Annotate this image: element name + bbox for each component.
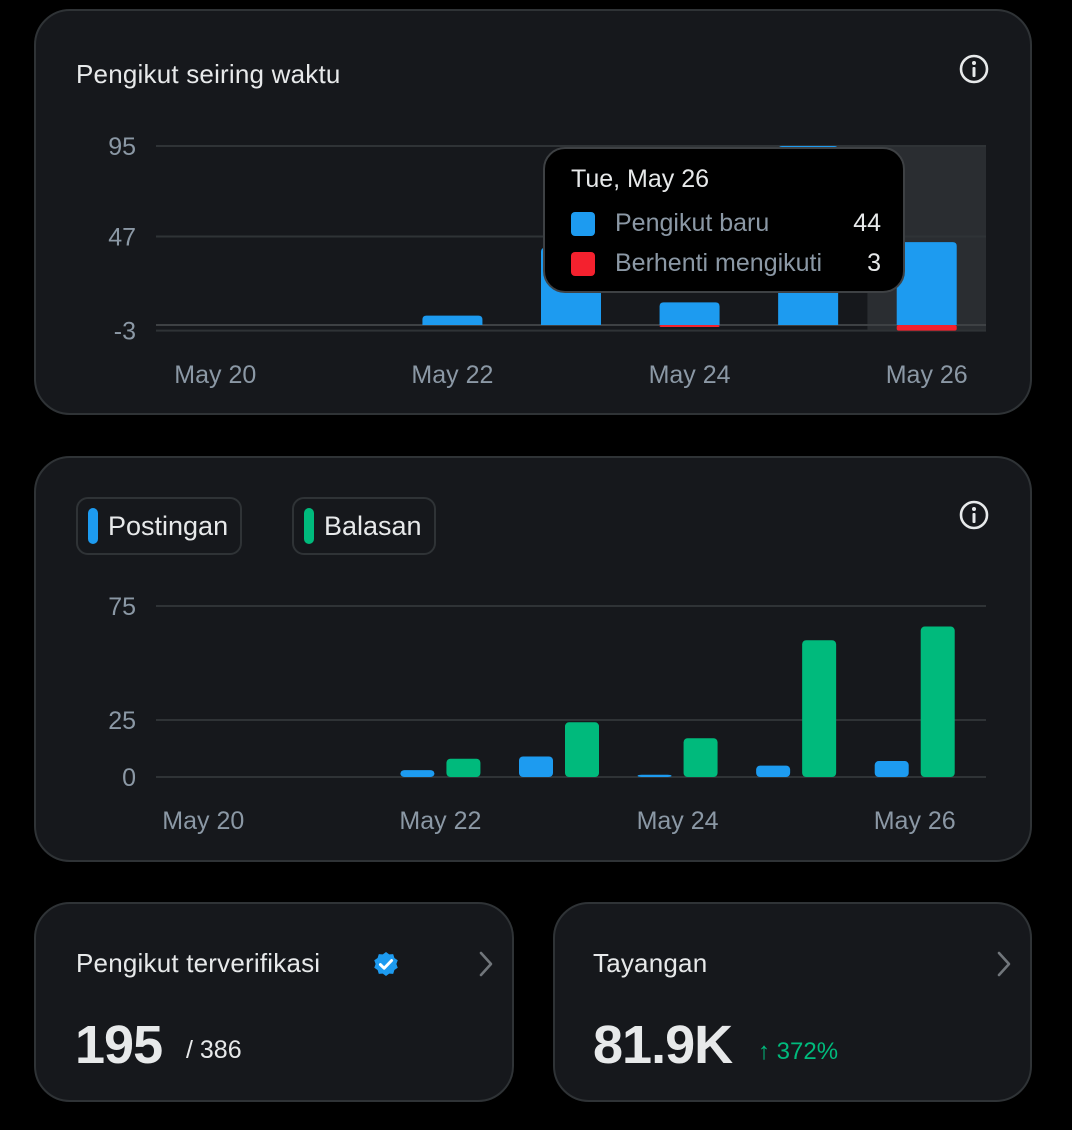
chevron-right-icon[interactable] (476, 949, 496, 979)
tooltip-row-unfollows: Berhenti mengikuti 3 (571, 249, 881, 279)
tooltip-label: Pengikut baru (615, 209, 770, 237)
info-icon[interactable] (958, 499, 990, 531)
tooltip-date: Tue, May 26 (571, 165, 710, 193)
legend-label: Postingan (108, 510, 229, 541)
new-followers-swatch (571, 212, 595, 236)
legend-chip-replies[interactable]: Balasan (292, 497, 436, 555)
unfollows-swatch (571, 252, 595, 276)
verified-card-title: Pengikut terverifikasi (76, 948, 321, 978)
views-card[interactable]: Tayangan 81.9K ↑ 372% (553, 902, 1032, 1102)
verified-badge-icon (374, 952, 398, 976)
followers-card-title: Pengikut seiring waktu (76, 59, 341, 89)
tooltip-row-new-followers: Pengikut baru 44 (571, 209, 881, 239)
chevron-right-icon[interactable] (994, 949, 1014, 979)
tooltip-label: Berhenti mengikuti (615, 249, 823, 277)
replies-swatch (304, 508, 314, 544)
verified-followers-count: 195 (75, 1015, 163, 1075)
posts-swatch (88, 508, 98, 544)
legend-chip-posts[interactable]: Postingan (76, 497, 243, 555)
views-card-title: Tayangan (593, 948, 708, 978)
posts-replies-card: Postingan Balasan (34, 456, 1032, 862)
chart-tooltip: Tue, May 26 Pengikut baru 44 Berhenti me… (543, 147, 905, 293)
info-icon[interactable] (958, 53, 990, 85)
tooltip-value: 44 (853, 209, 881, 237)
tooltip-value: 3 (867, 249, 881, 277)
total-followers-count: / 386 (186, 1036, 242, 1064)
views-count: 81.9K (593, 1015, 733, 1075)
views-change: ↑ 372% (758, 1038, 839, 1065)
verified-followers-card[interactable]: Pengikut terverifikasi 195 / 386 (34, 902, 514, 1102)
legend-label: Balasan (324, 510, 422, 541)
